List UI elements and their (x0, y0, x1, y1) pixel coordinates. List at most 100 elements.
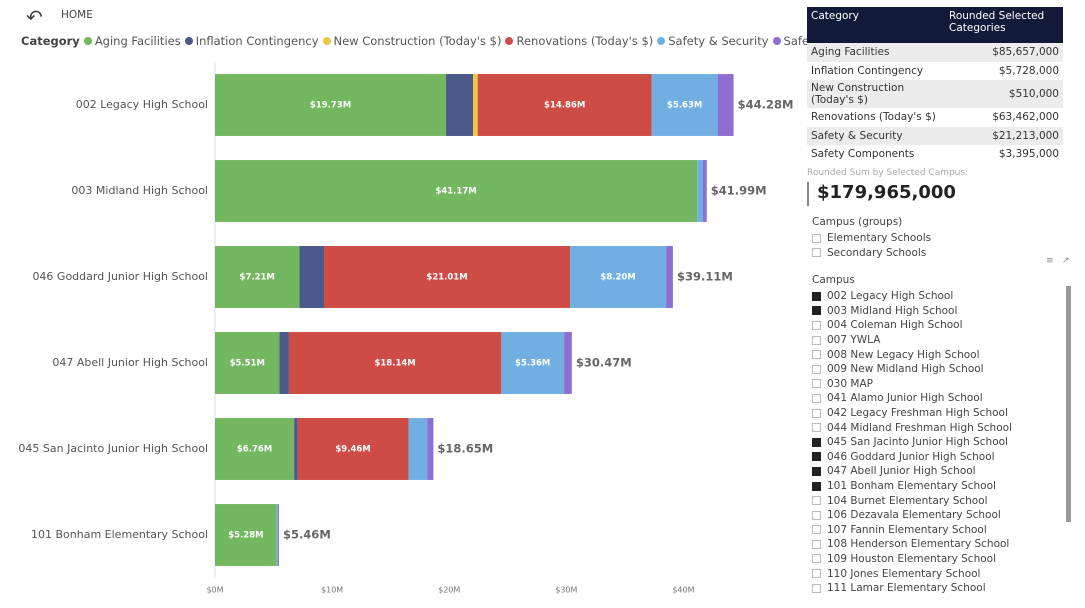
item-label: 030 MAP (827, 377, 873, 390)
bar-segment (297, 418, 409, 480)
slicer-item[interactable]: 047 Abell Junior High School (812, 464, 1052, 479)
bar-segment (651, 74, 718, 136)
legend-item: New Construction (Today's $) (322, 34, 502, 48)
slicer-item[interactable]: Secondary Schools (812, 246, 1052, 261)
slicer-item[interactable]: 044 Midland Freshman High School (812, 420, 1052, 435)
slicer-item[interactable]: 107 Fannin Elementary School (812, 523, 1052, 538)
slicer-item[interactable]: Elementary Schools (812, 231, 1052, 246)
checkbox (812, 379, 821, 389)
item-label: 008 New Legacy High School (827, 348, 980, 361)
bar-segment (215, 332, 280, 394)
slicer-item[interactable]: 002 Legacy High School (812, 289, 1052, 304)
data-label: $9.46M (335, 445, 370, 455)
legend-swatch (657, 37, 666, 45)
checkbox (812, 306, 821, 316)
item-label: 110 Jones Elementary School (827, 567, 981, 580)
item-label: 109 Houston Elementary School (827, 552, 996, 565)
column-header: Rounded Selected Categories (945, 7, 1063, 43)
checkbox (812, 393, 821, 403)
scrollbar[interactable] (1066, 286, 1071, 522)
checkbox (812, 554, 821, 564)
x-tick-label: $0M (206, 586, 223, 595)
bar-segment (717, 74, 734, 136)
legend-swatch (83, 37, 92, 45)
focus-icon[interactable]: ↗ (1062, 256, 1070, 266)
data-label: $5.36M (515, 359, 550, 369)
slicer-item[interactable]: 003 Midland High School (812, 304, 1052, 319)
slicer-item[interactable]: 008 New Legacy High School (812, 347, 1052, 362)
y-tick-label: 046 Goddard Junior High School (32, 270, 208, 283)
legend-label: Inflation Contingency (195, 34, 319, 48)
table-row: Aging Facilities $85,657,000 (807, 43, 1063, 62)
item-label: 046 Goddard Junior High School (827, 450, 995, 463)
bar-segment (697, 160, 704, 222)
legend-item: Safety & Security (657, 34, 769, 48)
category-table: Category Rounded Selected Categories Aging… (807, 7, 1063, 164)
card-label: Rounded Sum by Selected Campus: (807, 168, 969, 178)
bar-segment (215, 246, 300, 308)
checkbox (812, 539, 821, 549)
checkbox (812, 335, 821, 345)
item-label: 101 Bonham Elementary School (827, 480, 996, 493)
legend-item: Aging Facilities (83, 34, 181, 48)
item-label: Secondary Schools (827, 246, 927, 259)
slicer-item[interactable]: 108 Henderson Elementary School (812, 537, 1052, 552)
checkbox (812, 291, 821, 301)
bar-segment (477, 74, 652, 136)
slicer-item[interactable]: 042 Legacy Freshman High School (812, 406, 1052, 421)
slicer-item[interactable]: 045 San Jacinto Junior High School (812, 435, 1052, 450)
y-tick-label: 101 Bonham Elementary School (31, 528, 208, 541)
checkbox (812, 481, 821, 491)
item-label: 047 Abell Junior High School (827, 465, 976, 478)
slicer-item[interactable]: 041 Alamo Junior High School (812, 391, 1052, 406)
slicer-item[interactable]: 046 Goddard Junior High School (812, 450, 1052, 465)
item-label: 009 New Midland High School (827, 363, 984, 376)
checkbox (812, 408, 821, 418)
legend-label: New Construction (Today's $) (333, 34, 502, 48)
slicer-item[interactable]: 109 Houston Elementary School (812, 552, 1052, 567)
slicer-item[interactable]: 101 Bonham Elementary School (812, 479, 1052, 494)
back-button[interactable]: ↶ (26, 5, 43, 29)
slicer-item[interactable]: 030 MAP (812, 377, 1052, 392)
bar-segment (501, 332, 565, 394)
slicer-item[interactable]: 007 YWLA (812, 333, 1052, 348)
slicer-item[interactable]: 004 Coleman High School (812, 318, 1052, 333)
legend-label: Renovations (Today's $) (516, 34, 654, 48)
checkbox (812, 423, 821, 433)
item-label: 111 Lamar Elementary School (827, 582, 986, 595)
slicer-item[interactable]: 110 Jones Elementary School (812, 566, 1052, 581)
table-cell: $21,213,000 (945, 126, 1063, 145)
item-label: 004 Coleman High School (827, 319, 963, 332)
bar-segment (570, 246, 667, 308)
filter-icon[interactable]: ≡ (1046, 256, 1054, 266)
table-cell: $3,395,000 (998, 148, 1059, 161)
slicer-item[interactable]: 106 Dezavala Elementary School (812, 508, 1052, 523)
x-tick-label: $20M (438, 586, 460, 595)
bar-segment (666, 246, 673, 308)
legend-swatch (505, 37, 514, 45)
data-label: $41.17M (435, 187, 476, 197)
group-slicer: Campus (groups) Elementary Schools Second… (812, 216, 1052, 260)
total-label: $44.28M (738, 98, 794, 112)
x-tick-label: $40M (672, 586, 694, 595)
bar-segment (294, 418, 298, 480)
legend-swatch (772, 37, 781, 45)
total-label: $5.46M (283, 528, 331, 542)
legend-label: Aging Facilities (94, 34, 181, 48)
data-label: $5.28M (228, 531, 263, 541)
checkbox (812, 525, 821, 535)
table-cell: Safety Components (811, 148, 915, 161)
item-label: 007 YWLA (827, 334, 881, 347)
item-label: 107 Fannin Elementary School (827, 523, 987, 536)
slicer-item[interactable]: 111 Lamar Elementary School (812, 581, 1052, 596)
checkbox (812, 233, 821, 243)
slicer-item[interactable]: 009 New Midland High School (812, 362, 1052, 377)
total-label: $30.47M (576, 356, 632, 370)
data-label: $5.63M (667, 101, 702, 111)
bar-segment (215, 74, 447, 136)
home-link[interactable]: HOME (61, 9, 93, 21)
data-label: $7.21M (240, 273, 275, 283)
slicer-item[interactable]: 104 Burnet Elementary School (812, 493, 1052, 508)
table-cell: Renovations (Today's $) (811, 111, 936, 124)
